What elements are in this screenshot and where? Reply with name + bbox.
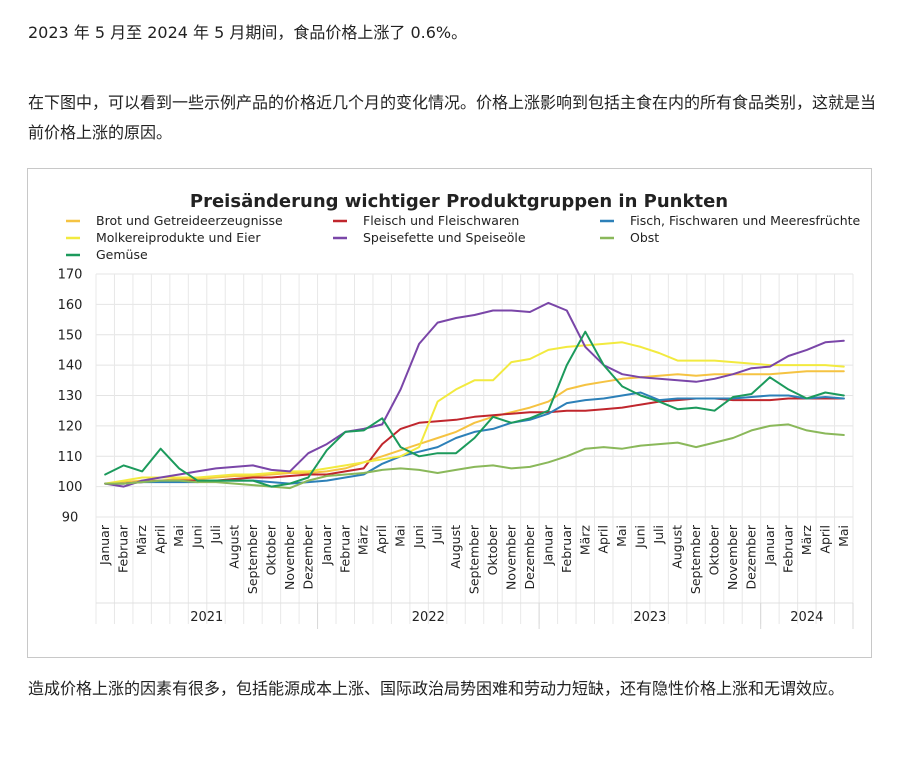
legend-label-obst: Obst: [630, 230, 659, 245]
chart-series-lines: [104, 301, 845, 490]
y-tick-label: 130: [58, 389, 83, 404]
y-tick-label: 140: [58, 359, 83, 374]
series-line-fleisch-und-fleischwaren: [104, 397, 845, 485]
x-tick-label: Mai: [836, 525, 851, 547]
x-axis: Januar Februar März April Mai Juni Juli August S…: [97, 524, 851, 594]
x-tick-label: Oktober: [707, 524, 722, 575]
x-tick-label: März: [134, 525, 149, 556]
series-line-obst: [104, 423, 845, 490]
x-tick-label: Januar: [97, 524, 112, 566]
x-tick-label: Februar: [116, 524, 131, 573]
series-line-gemuese: [104, 330, 845, 488]
x-tick-label: Januar: [319, 524, 334, 566]
series-line-molkereiprodukte-und-eier: [104, 341, 845, 485]
year-label: 2024: [790, 610, 823, 625]
series-line-speisefette-und-speiseoele: [104, 301, 845, 488]
x-tick-label: Mai: [614, 525, 629, 547]
x-tick-label: April: [374, 525, 389, 554]
x-tick-label: Januar: [762, 524, 777, 566]
y-tick-label: 120: [58, 419, 83, 434]
x-tick-label: März: [577, 525, 592, 556]
x-tick-label: April: [596, 525, 611, 554]
chart-grid: [95, 273, 854, 624]
legend-label-speisefette-und-speiseoele: Speisefette und Speiseöle: [363, 230, 526, 245]
legend-label-brot-und-getreideerzeugnisse: Brot und Getreideerzeugnisse: [96, 213, 283, 228]
x-tick-label: Juni: [190, 525, 205, 549]
x-tick-label: Oktober: [263, 524, 278, 575]
x-tick-label: Januar: [540, 524, 555, 566]
x-tick-label: Februar: [337, 524, 352, 573]
chart-legend: Brot und Getreideerzeugnisse Fleisch und …: [66, 213, 861, 262]
legend-label-gemuese: Gemüse: [96, 247, 148, 262]
x-tick-label: September: [245, 524, 260, 594]
year-label: 2023: [633, 610, 666, 625]
x-tick-label: September: [467, 524, 482, 594]
x-tick-label: Juli: [208, 525, 223, 545]
chart-container: Preisänderung wichtiger Produktgruppen i…: [27, 168, 872, 658]
x-tick-label: Juli: [651, 525, 666, 545]
x-tick-label: November: [503, 524, 518, 590]
price-change-line-chart: Preisänderung wichtiger Produktgruppen i…: [58, 191, 861, 629]
x-tick-label: Dezember: [743, 524, 758, 589]
y-axis: 90 100 110 120 130 140 150 160 170: [58, 268, 83, 526]
intro-paragraph: 2023 年 5 月至 2024 年 5 月期间，食品价格上涨了 0.6%。: [28, 23, 468, 42]
x-tick-label: Dezember: [300, 524, 315, 589]
chart-description-paragraph: 在下图中，可以看到一些示例产品的价格近几个月的变化情况。价格上涨影响到包括主食在…: [28, 93, 877, 142]
x-tick-label: November: [725, 524, 740, 590]
y-tick-label: 160: [58, 298, 83, 313]
year-label: 2022: [412, 610, 445, 625]
x-tick-label: August: [226, 525, 241, 569]
x-tick-label: September: [688, 524, 703, 594]
x-tick-label: Juli: [430, 525, 445, 545]
series-line-brot-und-getreideerzeugnisse: [104, 370, 845, 485]
y-tick-label: 150: [58, 328, 83, 343]
legend-label-fleisch-und-fleischwaren: Fleisch und Fleischwaren: [363, 213, 519, 228]
x-tick-label: Februar: [559, 524, 574, 573]
x-tick-label: April: [817, 525, 832, 554]
x-tick-label: November: [282, 524, 297, 590]
year-axis: 2021 2022 2023 2024: [96, 602, 854, 629]
x-tick-label: April: [153, 525, 168, 554]
y-tick-label: 100: [58, 480, 83, 495]
y-tick-label: 90: [62, 511, 79, 526]
x-tick-label: Juni: [411, 525, 426, 549]
x-tick-label: Dezember: [522, 524, 537, 589]
x-tick-label: Mai: [393, 525, 408, 547]
legend-label-molkereiprodukte-und-eier: Molkereiprodukte und Eier: [96, 230, 261, 245]
y-tick-label: 110: [58, 450, 83, 465]
y-tick-label: 170: [58, 268, 83, 283]
x-tick-label: Juni: [633, 525, 648, 549]
causes-paragraph: 造成价格上涨的因素有很多，包括能源成本上涨、国际政治局势困难和劳动力短缺，还有隐…: [28, 679, 845, 698]
year-label: 2021: [190, 610, 223, 625]
x-tick-label: August: [448, 525, 463, 569]
x-tick-label: Oktober: [485, 524, 500, 575]
legend-label-fisch-fischwaren-und-meeresfruechte: Fisch, Fischwaren und Meeresfrüchte: [630, 213, 861, 228]
x-tick-label: Mai: [171, 525, 186, 547]
chart-title: Preisänderung wichtiger Produktgruppen i…: [190, 191, 728, 212]
x-tick-label: März: [356, 525, 371, 556]
x-tick-label: März: [799, 525, 814, 556]
x-tick-label: Februar: [780, 524, 795, 573]
x-tick-label: August: [670, 525, 685, 569]
